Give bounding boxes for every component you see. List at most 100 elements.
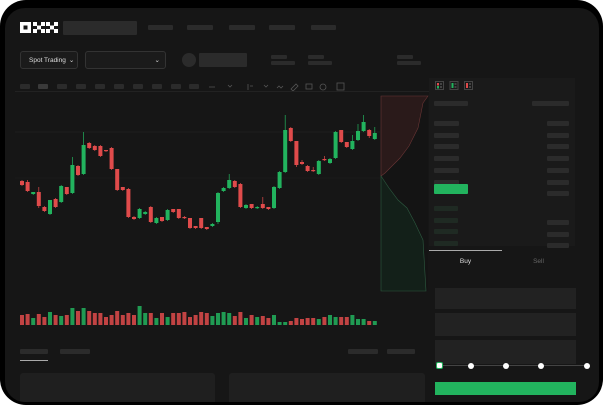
- interval-button[interactable]: [152, 84, 162, 89]
- total-input[interactable]: [435, 340, 576, 364]
- candle-body: [316, 161, 321, 174]
- volume-bar: [221, 312, 226, 325]
- candle-body: [372, 133, 377, 139]
- volume-bar: [244, 318, 248, 325]
- line-icon[interactable]: [276, 85, 284, 89]
- candle-body: [154, 218, 159, 223]
- tab-buy[interactable]: Buy: [459, 258, 472, 265]
- tab-open-orders[interactable]: [20, 349, 48, 354]
- stat-value: [308, 61, 332, 65]
- candle-body: [182, 217, 187, 219]
- nav-item[interactable]: [187, 25, 213, 30]
- volume-bar: [115, 311, 120, 325]
- candle-body: [70, 165, 75, 193]
- volume-bar: [154, 318, 159, 325]
- nav-item[interactable]: [229, 25, 255, 30]
- indicator-icon[interactable]: [247, 84, 253, 90]
- price-input[interactable]: [435, 288, 576, 309]
- buy-button[interactable]: [435, 382, 576, 395]
- amount-input[interactable]: [435, 313, 576, 336]
- book-asks-icon[interactable]: [464, 81, 473, 90]
- volume-bar: [277, 322, 282, 325]
- interval-button[interactable]: [133, 84, 143, 89]
- volume-bar: [109, 315, 114, 325]
- volume-bar: [120, 315, 125, 325]
- candle-body: [98, 146, 103, 156]
- bid-amount: [547, 220, 569, 225]
- coin-avatar: [182, 53, 196, 67]
- interval-button[interactable]: [171, 84, 181, 89]
- candle-body: [283, 130, 288, 172]
- candlestick-chart[interactable]: [5, 8, 599, 402]
- volume-bar: [132, 315, 136, 325]
- slider-step[interactable]: [503, 363, 509, 369]
- chevron-down-icon[interactable]: [263, 84, 269, 88]
- ask-amount: [547, 121, 569, 126]
- interval-button[interactable]: [95, 84, 105, 89]
- settings-icon[interactable]: [319, 83, 327, 91]
- interval-button[interactable]: [76, 84, 86, 89]
- book-bids-icon[interactable]: [449, 81, 459, 90]
- volume-bar: [333, 317, 338, 325]
- slider-handle[interactable]: [436, 362, 443, 369]
- interval-button[interactable]: [20, 84, 30, 89]
- stat-label: [308, 55, 324, 59]
- tab-active-underline: [20, 360, 48, 361]
- interval-button[interactable]: [57, 84, 67, 89]
- candle-body: [311, 170, 316, 172]
- ruler-icon[interactable]: [290, 83, 299, 92]
- interval-button[interactable]: [38, 84, 48, 89]
- candle-body: [294, 141, 299, 165]
- nav-item[interactable]: [269, 25, 295, 30]
- volume-bar: [160, 313, 164, 325]
- candle-body: [356, 131, 360, 140]
- interval-button[interactable]: [189, 84, 199, 89]
- slider-step[interactable]: [538, 363, 544, 369]
- candle-body: [277, 172, 282, 188]
- chevron-down-icon[interactable]: [227, 84, 233, 88]
- pair-dropdown[interactable]: ⌄: [85, 51, 166, 69]
- volume-bar: [238, 312, 243, 325]
- ask-amount: [547, 191, 569, 196]
- order-book-view-icons: [435, 81, 473, 90]
- stat-value: [271, 61, 295, 65]
- search-bar[interactable]: [63, 21, 137, 35]
- volume-bar: [216, 313, 220, 325]
- slider-track[interactable]: [438, 365, 588, 366]
- candle-body: [188, 218, 192, 228]
- candle-body: [143, 212, 148, 214]
- candle-body: [227, 180, 232, 188]
- candle-body: [92, 146, 97, 150]
- ask-price: [434, 144, 459, 150]
- nav-item[interactable]: [311, 25, 336, 30]
- volume-bar: [260, 316, 265, 325]
- volume-bar: [305, 318, 310, 325]
- volume-bar: [53, 315, 58, 325]
- spot-trading-dropdown[interactable]: Spot Trading ⌄: [20, 51, 78, 69]
- filter-button[interactable]: [348, 349, 378, 354]
- camera-icon[interactable]: [305, 83, 313, 90]
- ask-amount: [547, 144, 569, 150]
- candle-body: [322, 159, 327, 161]
- volume-bar: [25, 314, 30, 325]
- volume-bar: [64, 315, 69, 325]
- slider-step[interactable]: [584, 363, 590, 369]
- fullscreen-icon[interactable]: [336, 82, 345, 91]
- chevron-down-icon: ⌄: [68, 57, 75, 64]
- volume-bar: [59, 316, 64, 325]
- volume-bar: [31, 318, 36, 325]
- candle-body: [350, 141, 355, 149]
- tab-order-history[interactable]: [60, 349, 90, 354]
- tab-sell[interactable]: Sell: [533, 258, 544, 265]
- candle-body: [137, 209, 142, 218]
- nav-item[interactable]: [148, 25, 173, 30]
- interval-button[interactable]: [114, 84, 124, 89]
- bid-price: [434, 217, 458, 223]
- bid-amount: [547, 243, 569, 249]
- stat-label: [271, 55, 287, 59]
- filter-button[interactable]: [387, 349, 415, 354]
- book-both-icon[interactable]: [435, 81, 444, 90]
- chevron-down-icon: ⌄: [154, 57, 160, 64]
- slider-step[interactable]: [468, 363, 474, 369]
- volume-bar: [199, 312, 204, 325]
